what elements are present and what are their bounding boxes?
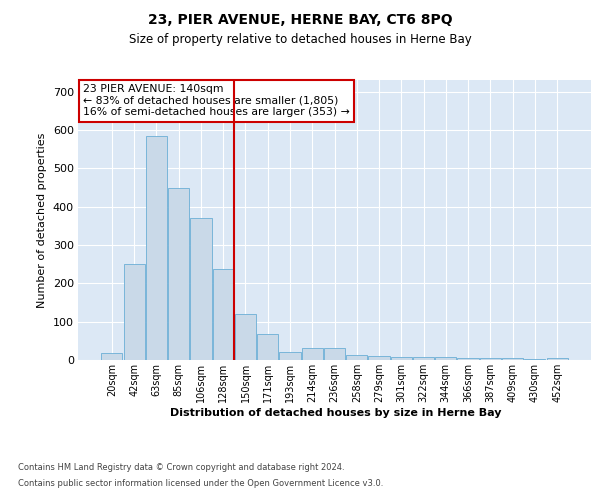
Bar	[524, 359, 545, 360]
Bar	[502, 358, 523, 360]
Text: 23 PIER AVENUE: 140sqm
← 83% of detached houses are smaller (1,805)
16% of semi-: 23 PIER AVENUE: 140sqm ← 83% of detached…	[83, 84, 350, 117]
Bar	[146, 136, 167, 360]
Y-axis label: Number of detached properties: Number of detached properties	[37, 132, 47, 308]
Text: Size of property relative to detached houses in Herne Bay: Size of property relative to detached ho…	[128, 32, 472, 46]
Text: 23, PIER AVENUE, HERNE BAY, CT6 8PQ: 23, PIER AVENUE, HERNE BAY, CT6 8PQ	[148, 12, 452, 26]
Bar	[324, 348, 345, 360]
Bar	[391, 356, 412, 360]
Bar	[346, 354, 367, 360]
Text: Contains public sector information licensed under the Open Government Licence v3: Contains public sector information licen…	[18, 479, 383, 488]
Bar	[280, 352, 301, 360]
Bar	[547, 358, 568, 360]
Bar	[413, 356, 434, 360]
Bar	[168, 188, 189, 360]
Bar	[257, 334, 278, 360]
Text: Contains HM Land Registry data © Crown copyright and database right 2024.: Contains HM Land Registry data © Crown c…	[18, 462, 344, 471]
Text: Distribution of detached houses by size in Herne Bay: Distribution of detached houses by size …	[170, 408, 502, 418]
Bar	[457, 358, 479, 360]
Bar	[435, 356, 457, 360]
Bar	[235, 314, 256, 360]
Bar	[101, 353, 122, 360]
Bar	[302, 348, 323, 360]
Bar	[212, 268, 234, 360]
Bar	[124, 264, 145, 360]
Bar	[480, 358, 501, 360]
Bar	[368, 356, 389, 360]
Bar	[190, 218, 212, 360]
